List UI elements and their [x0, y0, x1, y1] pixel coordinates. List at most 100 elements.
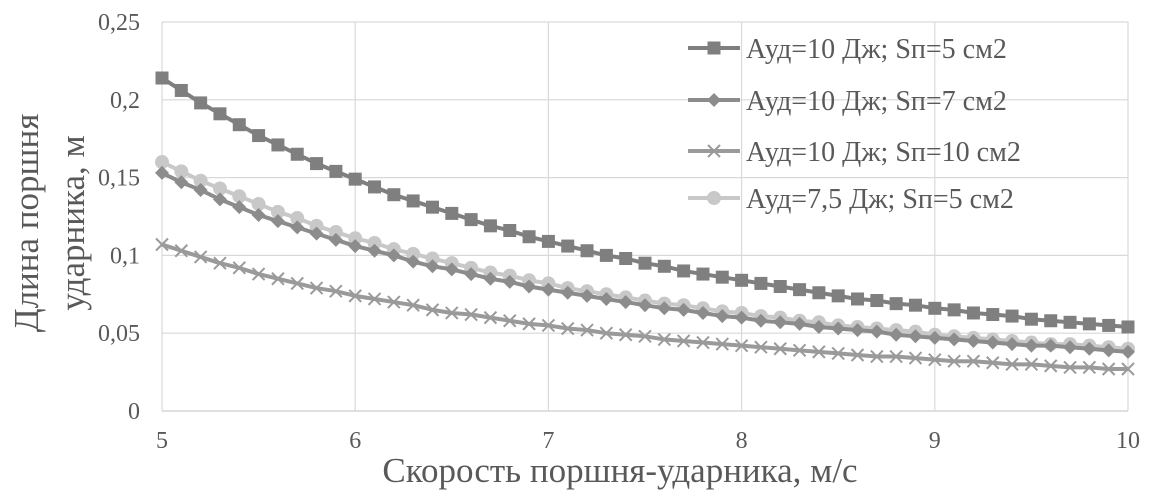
data-point — [812, 286, 826, 300]
x-tick-label: 8 — [736, 428, 748, 454]
x-axis-title: Скорость поршня-ударника, м/с — [382, 451, 857, 490]
data-point — [464, 267, 479, 282]
data-point — [793, 283, 807, 297]
data-point — [541, 282, 556, 297]
legend-entry-2: Ауд=10 Дж; Sп=7 см2 — [688, 86, 1007, 117]
data-point — [734, 338, 749, 353]
data-point — [174, 83, 188, 97]
data-point — [618, 328, 633, 342]
data-point — [194, 96, 208, 110]
data-point — [1121, 362, 1135, 376]
data-point — [406, 246, 421, 261]
data-point — [1101, 343, 1116, 358]
data-point — [773, 280, 787, 294]
data-point — [947, 303, 961, 317]
data-point — [155, 165, 169, 180]
data-point — [831, 321, 846, 336]
data-point — [367, 243, 382, 258]
y-tick-label: 0,1 — [110, 243, 140, 269]
data-point — [522, 230, 536, 244]
data-point — [599, 326, 614, 340]
y-tick-label: 0,25 — [98, 10, 140, 36]
data-point — [174, 175, 189, 190]
grid — [161, 21, 1129, 412]
data-point — [850, 348, 865, 362]
data-point — [1063, 360, 1077, 375]
data-point — [464, 307, 478, 322]
data-point — [1005, 309, 1019, 323]
series-2 — [155, 165, 1135, 359]
data-point — [811, 319, 826, 334]
data-point — [715, 337, 729, 351]
data-point — [812, 345, 826, 359]
data-point — [1005, 357, 1019, 372]
data-point — [1063, 340, 1078, 355]
data-point — [502, 274, 517, 289]
y-tick-label: 0,2 — [110, 88, 140, 114]
data-point — [1121, 320, 1135, 334]
data-point — [831, 289, 845, 303]
data-point — [928, 352, 942, 367]
data-point — [541, 234, 555, 248]
data-point — [271, 138, 285, 152]
legend-marker — [707, 93, 721, 107]
data-point — [328, 232, 343, 247]
data-point — [503, 224, 517, 238]
data-point — [193, 173, 208, 188]
legend-marker — [707, 41, 721, 55]
data-point — [580, 323, 594, 337]
data-point — [561, 321, 575, 336]
data-point — [1102, 318, 1116, 332]
data-point — [348, 231, 363, 246]
data-point — [290, 211, 305, 226]
data-point — [734, 310, 749, 325]
data-point — [618, 295, 633, 310]
data-point — [638, 329, 652, 344]
data-point — [599, 291, 614, 306]
x-tick-label: 6 — [349, 428, 361, 454]
data-point — [1044, 359, 1058, 373]
data-point — [348, 289, 362, 303]
y-axis-title-line-1: Длина поршня — [7, 114, 46, 333]
data-point — [773, 342, 787, 356]
data-point — [406, 194, 420, 208]
data-point — [271, 272, 285, 286]
y-tick-label: 0 — [128, 399, 140, 425]
legend-entry-3: Ауд=10 Дж; Sп=10 см2 — [688, 137, 1021, 168]
data-point — [1082, 317, 1096, 331]
data-point — [870, 349, 884, 364]
data-point — [677, 264, 691, 278]
data-point — [425, 251, 440, 266]
data-point — [966, 354, 981, 368]
data-point — [560, 285, 575, 300]
data-point — [1082, 341, 1097, 356]
data-point — [715, 270, 729, 284]
data-point — [329, 284, 343, 298]
data-point — [155, 237, 169, 252]
data-point — [329, 164, 343, 178]
data-point — [290, 220, 305, 235]
data-point — [1024, 357, 1039, 372]
data-point — [947, 354, 961, 368]
legend-label: Ауд=10 Дж; Sп=5 см2 — [746, 34, 1007, 65]
data-point — [1005, 337, 1020, 352]
data-point — [483, 271, 498, 286]
data-point — [348, 172, 362, 186]
data-point — [406, 254, 421, 269]
data-point — [638, 256, 652, 270]
data-point — [174, 164, 189, 179]
data-point — [1121, 344, 1135, 359]
data-point — [986, 308, 1000, 322]
legend-label: Ауд=7,5 Дж; Sп=5 см2 — [746, 184, 1014, 215]
x-tick-label: 10 — [1116, 428, 1140, 454]
data-point — [696, 267, 710, 281]
data-point — [657, 259, 671, 273]
x-tick-label: 7 — [542, 428, 554, 454]
y-tick-label: 0,15 — [98, 166, 140, 192]
data-point — [831, 346, 845, 361]
data-point — [193, 183, 208, 198]
data-point — [212, 192, 227, 207]
